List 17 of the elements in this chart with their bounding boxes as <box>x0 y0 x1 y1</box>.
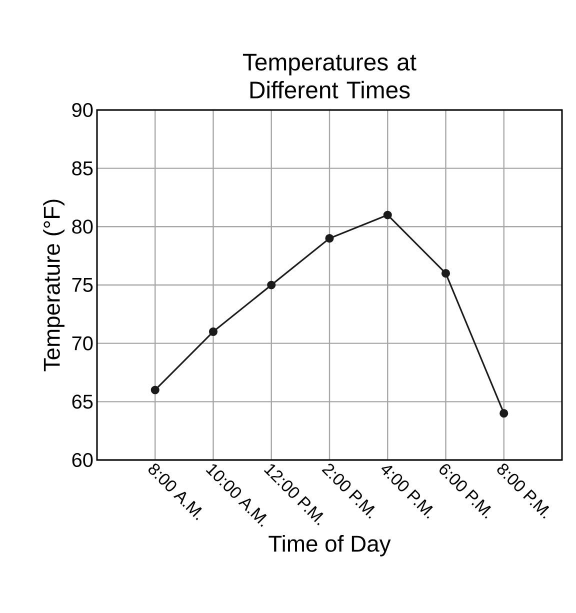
point <box>383 210 392 220</box>
y-tick-label: 85 <box>72 161 93 176</box>
y-tick-label: 75 <box>72 278 93 292</box>
y-tick-label: 65 <box>72 394 93 409</box>
y-tick-label: 60 <box>72 452 93 468</box>
x-axis-title: Time of Day <box>268 535 391 556</box>
y-tick-label: 80 <box>72 220 93 234</box>
point <box>267 280 276 290</box>
point <box>150 386 160 394</box>
y-tick-label: 90 <box>72 102 93 118</box>
chart-title: Temperatures at Different Times <box>242 54 416 98</box>
point <box>441 269 450 278</box>
point <box>208 327 218 336</box>
y-axis-title: Temperature (°F) <box>43 200 64 372</box>
point <box>500 409 508 418</box>
point <box>325 234 334 243</box>
y-tick-label: 70 <box>72 336 93 350</box>
